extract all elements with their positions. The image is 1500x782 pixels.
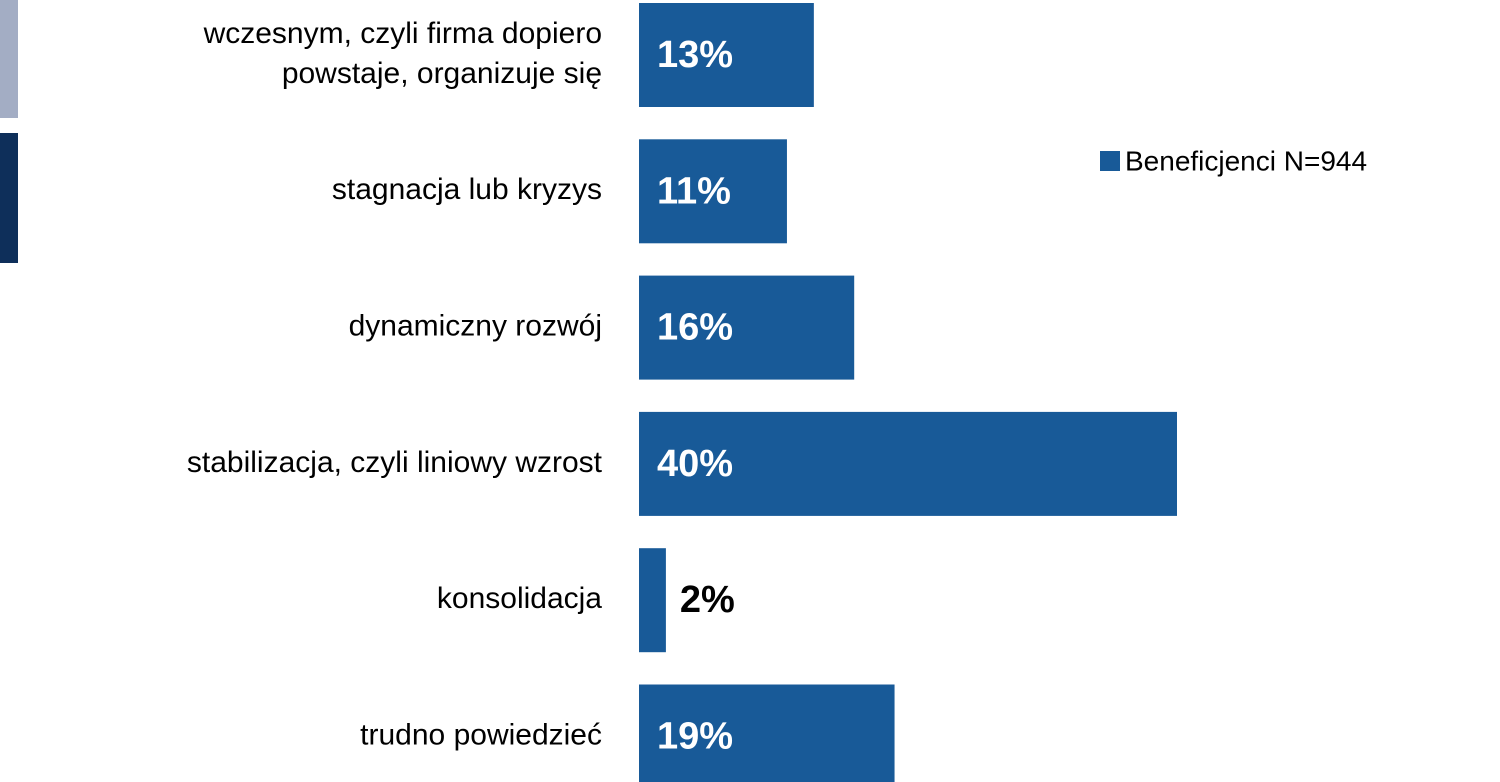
category-label: trudno powiedzieć xyxy=(360,718,602,751)
bar xyxy=(639,684,895,782)
value-label: 2% xyxy=(680,579,735,621)
bar xyxy=(639,275,855,380)
value-label: 40% xyxy=(657,443,733,485)
value-label: 11% xyxy=(657,170,731,212)
category-label: stagnacja lub kryzys xyxy=(332,173,602,206)
bar xyxy=(639,139,787,244)
bar xyxy=(639,548,666,653)
bar xyxy=(639,3,814,107)
category-label: konsolidacja xyxy=(437,582,602,615)
category-label: stabilizacja, czyli liniowy wzrost xyxy=(187,446,603,479)
category-label: dynamiczny rozwój xyxy=(349,310,602,343)
value-label: 16% xyxy=(657,307,733,349)
value-label: 19% xyxy=(657,716,733,758)
legend-swatch xyxy=(1100,151,1120,171)
legend-label: Beneficjenci N=944 xyxy=(1125,145,1367,176)
decor-bar xyxy=(0,133,18,263)
category-label: wczesnym, czyli firma dopiero powstaje, o… xyxy=(203,17,602,90)
bar xyxy=(639,411,1177,516)
value-label: 13% xyxy=(657,34,733,76)
decor-bar xyxy=(0,0,18,118)
